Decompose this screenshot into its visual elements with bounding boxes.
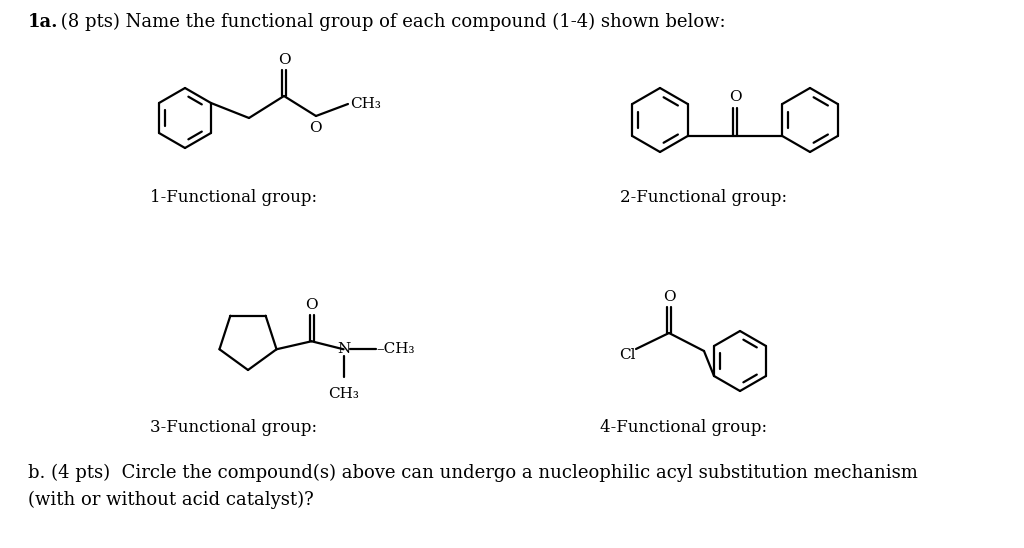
Text: Cl: Cl <box>618 348 635 362</box>
Text: CH₃: CH₃ <box>350 97 381 111</box>
Text: O: O <box>278 53 290 67</box>
Text: O: O <box>663 290 675 304</box>
Text: 4-Functional group:: 4-Functional group: <box>600 420 767 437</box>
Text: 1a.: 1a. <box>28 13 58 31</box>
Text: O: O <box>729 90 741 104</box>
Text: –CH₃: –CH₃ <box>377 342 415 356</box>
Text: (with or without acid catalyst)?: (with or without acid catalyst)? <box>28 491 313 509</box>
Text: O: O <box>305 298 317 312</box>
Text: 1-Functional group:: 1-Functional group: <box>150 190 317 207</box>
Text: 2-Functional group:: 2-Functional group: <box>620 190 787 207</box>
Text: b. (4 pts)  Circle the compound(s) above can undergo a nucleophilic acyl substit: b. (4 pts) Circle the compound(s) above … <box>28 464 918 482</box>
Text: CH₃: CH₃ <box>328 387 359 401</box>
Text: O: O <box>308 121 322 135</box>
Text: 3-Functional group:: 3-Functional group: <box>150 420 317 437</box>
Text: (8 pts) Name the functional group of each compound (1-4) shown below:: (8 pts) Name the functional group of eac… <box>55 13 726 31</box>
Text: N: N <box>337 342 350 356</box>
